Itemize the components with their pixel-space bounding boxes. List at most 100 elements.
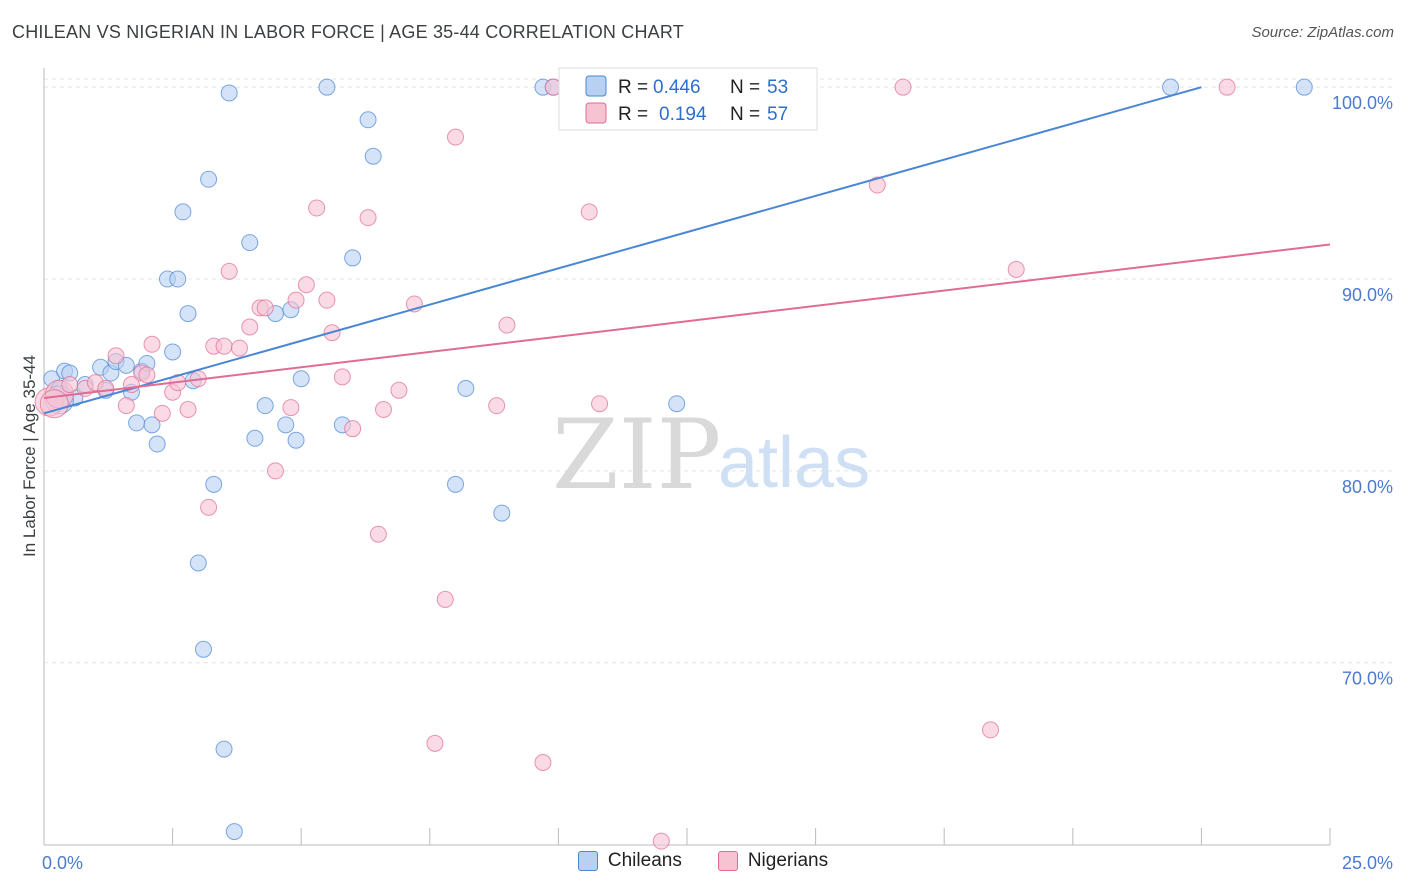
legend-r-value-nigerians: 0.194 [659, 104, 707, 125]
nigerians-point [534, 754, 552, 772]
chileans-point [318, 78, 336, 96]
y-tick-label-70: 70.0% [1342, 669, 1393, 689]
nigerians-point [256, 299, 274, 317]
nigerians-point [297, 276, 315, 294]
trend-line-chileans [43, 86, 1202, 415]
nigerians-point [318, 291, 336, 309]
nigerians-point [230, 339, 248, 357]
nigerians-point [220, 262, 238, 280]
nigerians-point [390, 381, 408, 399]
legend-n-value-chileans: 53 [767, 77, 788, 98]
data-points [34, 78, 1313, 850]
chileans-point [344, 249, 362, 267]
watermark-zip: ZIP [552, 399, 721, 511]
chileans-point [241, 234, 259, 252]
y-tick-label-100: 100.0% [1332, 93, 1393, 113]
source-label: Source: ZipAtlas.com [1251, 24, 1394, 41]
x-tick-marks [43, 828, 1331, 845]
y-tick-label-80: 80.0% [1342, 477, 1393, 497]
nigerians-point [117, 397, 135, 415]
chileans-point [174, 203, 192, 221]
legend-r-value-chileans: 0.446 [653, 77, 701, 98]
chileans-point [225, 823, 243, 841]
nigerians-point [447, 128, 465, 146]
nigerians-point [107, 347, 125, 365]
chileans-point [292, 370, 310, 388]
chileans-point [128, 414, 146, 432]
chileans-point [179, 305, 197, 323]
nigerians-point [652, 832, 670, 850]
chileans-point [493, 504, 511, 522]
nigerians-point [266, 462, 284, 480]
x-tick-label-max: 25.0% [1342, 853, 1393, 873]
chart-title: CHILEAN VS NIGERIAN IN LABOR FORCE | AGE… [12, 22, 684, 42]
chileans-point [189, 554, 207, 572]
chileans-point [277, 416, 295, 434]
trend-lines [43, 86, 1331, 415]
nigerians-point [868, 176, 886, 194]
legend-box: R = 0.446 N = 53 R = 0.194 N = 57 [558, 67, 818, 131]
legend-item-nigerians[interactable]: Nigerians [717, 850, 829, 872]
chileans-point [205, 475, 223, 493]
nigerians-point [333, 368, 351, 386]
nigerians-point [488, 397, 506, 415]
y-axis-label: In Labor Force | Age 35-44 [20, 355, 39, 557]
nigerians-point [153, 404, 171, 422]
chileans-point [164, 343, 182, 361]
nigerians-point [369, 525, 387, 543]
chileans-point [1295, 78, 1313, 96]
chileans-point [215, 740, 233, 758]
chileans-point [1162, 78, 1180, 96]
nigerians-point [375, 400, 393, 418]
chileans-point [246, 429, 264, 447]
nigerians-point [1007, 260, 1025, 278]
nigerians-point [282, 399, 300, 417]
nigerians-point [359, 209, 377, 227]
nigerians-point [143, 335, 161, 353]
nigerians-point [215, 337, 233, 355]
nigerians-point [61, 376, 79, 394]
legend-n-label-nigerians: N = [730, 104, 760, 125]
legend-n-value-nigerians: 57 [767, 104, 788, 125]
chileans-point [457, 379, 475, 397]
nigerians-point [1218, 78, 1236, 96]
nigerians-point [498, 316, 516, 334]
nigerians-point [981, 721, 999, 739]
chileans-point [287, 431, 305, 449]
nigerians-point [591, 395, 609, 413]
chileans-point [143, 416, 161, 434]
x-tick-label-min: 0.0% [42, 853, 83, 873]
nigerians-swatch-icon [717, 851, 738, 871]
nigerians-point [580, 203, 598, 221]
chileans-point [256, 397, 274, 415]
chileans-point [194, 640, 212, 658]
nigerians-point [179, 400, 197, 418]
chileans-point [220, 84, 238, 102]
legend-n-label-chileans: N = [730, 77, 760, 98]
legend-swatch-nigerians [585, 102, 607, 124]
chileans-point [668, 395, 686, 413]
y-tick-label-90: 90.0% [1342, 285, 1393, 305]
nigerians-point [287, 291, 305, 309]
nigerians-point [426, 734, 444, 752]
nigerians-point [436, 590, 454, 608]
chileans-point [169, 270, 187, 288]
series-nigerians [34, 78, 1236, 850]
nigerians-point [308, 199, 326, 217]
legend-r-label-chileans: R = [618, 77, 648, 98]
chileans-point [200, 170, 218, 188]
chileans-swatch-icon [577, 851, 598, 871]
trend-line-nigerians [43, 243, 1331, 399]
chileans-point [359, 111, 377, 129]
legend-label-chileans: Chileans [607, 850, 682, 871]
legend-label-nigerians: Nigerians [747, 850, 829, 871]
bottom-legend: Chileans Nigerians [0, 850, 1406, 872]
nigerians-point [200, 498, 218, 516]
watermark: ZIP atlas [552, 399, 870, 511]
nigerians-point [894, 78, 912, 96]
legend-item-chileans[interactable]: Chileans [577, 850, 682, 872]
chileans-point [148, 435, 166, 453]
legend-r-label-nigerians: R = [618, 104, 648, 125]
chileans-point [447, 475, 465, 493]
